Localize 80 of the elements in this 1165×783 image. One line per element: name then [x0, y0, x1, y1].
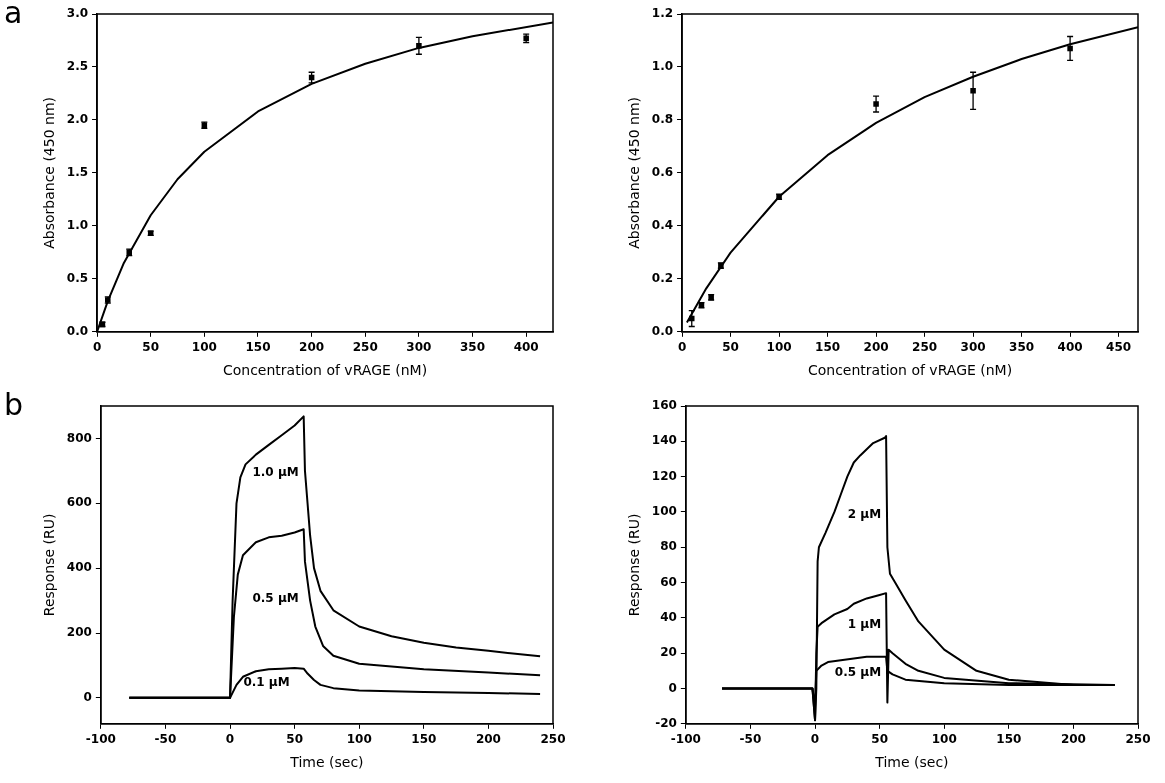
- annotation: 1 μM: [847, 617, 882, 632]
- x-tick-label: 50: [871, 732, 888, 747]
- x-tick-label: 200: [475, 732, 501, 747]
- y-tick-label: 100: [651, 504, 677, 519]
- y-tick-label: 160: [651, 398, 677, 413]
- x-tick-label: 100: [931, 732, 957, 747]
- x-tick-label: 300: [406, 340, 432, 355]
- x-tick-label: 250: [352, 340, 378, 355]
- y-tick-label: 120: [651, 468, 677, 483]
- x-tick-label: 200: [299, 340, 325, 355]
- y-tick-label: 0: [83, 689, 92, 704]
- x-axis-title: Concentration of vRAGE (nM): [222, 362, 428, 379]
- y-tick-label: 0.2: [651, 270, 674, 285]
- y-tick-label: 140: [651, 433, 677, 448]
- x-tick-label: 200: [863, 340, 889, 355]
- x-axis-title: Concentration of vRAGE (nM): [807, 362, 1013, 379]
- y-tick-label: 1.5: [66, 165, 89, 180]
- y-tick-label: 0.6: [651, 165, 674, 180]
- y-axis-title: Response (RU): [626, 513, 643, 617]
- annotation: 0.5 μM: [834, 664, 882, 679]
- y-tick-label: 600: [66, 495, 92, 510]
- chart-title: b: [4, 386, 24, 422]
- x-tick-label: -100: [670, 732, 701, 747]
- x-tick-label: 50: [142, 340, 160, 355]
- chart-title: a: [4, 0, 23, 30]
- x-tick-label: 350: [460, 340, 486, 355]
- x-tick-label: 0: [810, 732, 820, 747]
- y-tick-label: 0.0: [66, 323, 89, 338]
- x-tick-label: -50: [154, 732, 177, 747]
- y-axis-title: Absorbance (450 nm): [626, 97, 643, 249]
- x-axis-title: Time (sec): [874, 754, 949, 771]
- x-tick-label: 350: [1009, 340, 1035, 355]
- y-tick-label: 0.0: [651, 323, 674, 338]
- y-tick-label: 1.2: [651, 6, 674, 21]
- x-tick-label: -100: [85, 732, 116, 747]
- y-axis-title: Response (RU): [41, 513, 58, 617]
- y-tick-label: -20: [655, 715, 677, 730]
- x-tick-label: 150: [996, 732, 1022, 747]
- y-axis-title: Absorbance (450 nm): [41, 97, 58, 249]
- y-tick-label: 1.0: [66, 217, 89, 232]
- x-tick-label: -50: [739, 732, 762, 747]
- x-tick-label: 400: [1057, 340, 1083, 355]
- y-tick-label: 0: [668, 680, 677, 695]
- x-tick-label: 450: [1106, 340, 1132, 355]
- x-tick-label: 0: [92, 340, 102, 355]
- x-tick-label: 250: [912, 340, 938, 355]
- annotation: 0.1 μM: [243, 675, 290, 690]
- x-tick-label: 400: [513, 340, 539, 355]
- x-tick-label: 200: [1060, 732, 1086, 747]
- y-tick-label: 400: [66, 560, 92, 575]
- y-tick-label: 1.0: [651, 59, 674, 74]
- x-tick-label: 250: [540, 732, 566, 747]
- annotation: 2 μM: [847, 506, 882, 521]
- y-tick-label: 20: [660, 645, 677, 660]
- x-tick-label: 0: [225, 732, 235, 747]
- y-tick-label: 40: [660, 609, 677, 624]
- annotation: 0.5 μM: [252, 590, 299, 605]
- x-tick-label: 300: [960, 340, 986, 355]
- y-tick-label: 200: [66, 625, 92, 640]
- x-tick-label: 100: [766, 340, 792, 355]
- y-tick-label: 2.0: [66, 112, 89, 127]
- y-tick-label: 0.5: [66, 270, 89, 285]
- x-axis-title: Time (sec): [289, 754, 364, 771]
- x-tick-label: 150: [245, 340, 271, 355]
- y-tick-label: 0.8: [651, 112, 674, 127]
- annotation: 1.0 μM: [252, 464, 299, 479]
- x-tick-label: 100: [191, 340, 217, 355]
- y-tick-label: 0.4: [651, 217, 674, 232]
- x-tick-label: 150: [815, 340, 841, 355]
- x-tick-label: 0: [677, 340, 687, 355]
- x-tick-label: 100: [346, 732, 372, 747]
- y-tick-label: 2.5: [66, 59, 89, 74]
- y-tick-label: 60: [660, 574, 677, 589]
- y-tick-label: 3.0: [66, 6, 89, 21]
- y-tick-label: 80: [660, 539, 677, 554]
- y-tick-label: 800: [66, 430, 92, 445]
- x-tick-label: 50: [722, 340, 739, 355]
- x-tick-label: 250: [1125, 732, 1151, 747]
- x-tick-label: 50: [286, 732, 303, 747]
- x-tick-label: 150: [411, 732, 437, 747]
